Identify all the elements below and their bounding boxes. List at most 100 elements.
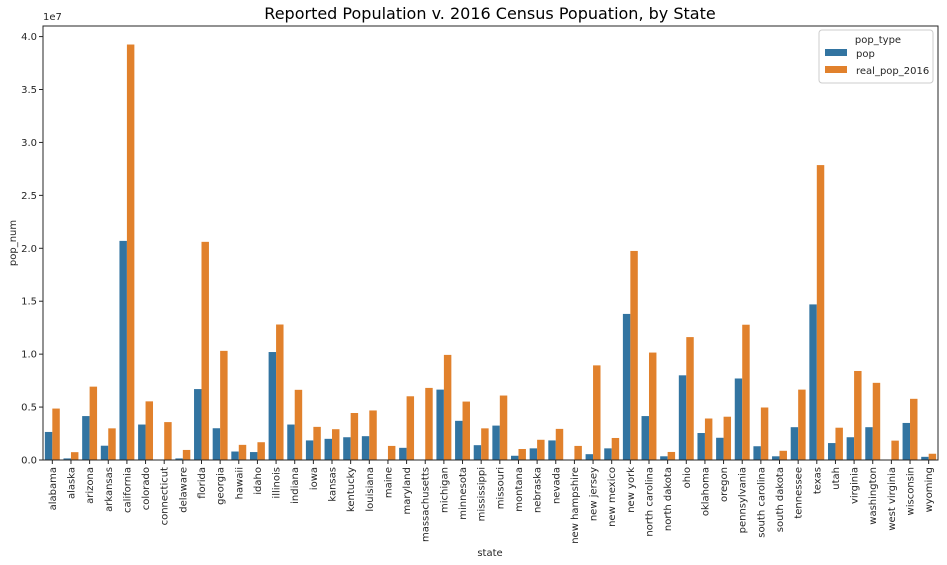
bar-real-pop-2016-new-york (630, 250, 638, 460)
x-tick-label: indiana (290, 467, 301, 504)
x-tick-label: south dakota (775, 467, 786, 532)
y-scale-label: 1e7 (43, 12, 62, 23)
bar-real-pop-2016-indiana (294, 389, 303, 460)
x-axis-label: state (477, 548, 502, 559)
x-tick-label: oklahoma (700, 467, 711, 516)
x-tick-label: georgia (216, 467, 227, 505)
bar-pop-kansas (324, 438, 333, 460)
bar-pop-minnesota (455, 420, 463, 460)
y-tick-label: 0.0 (21, 456, 37, 467)
bar-pop-nebraska (529, 448, 538, 460)
bar-real-pop-2016-georgia (220, 350, 228, 460)
bar-pop-oklahoma (697, 433, 705, 460)
bar-real-pop-2016-connecticut (164, 422, 172, 460)
bar-pop-georgia (212, 428, 221, 460)
bar-pop-south-carolina (753, 446, 761, 460)
bar-real-pop-2016-alabama (52, 408, 60, 460)
bar-pop-oregon (716, 437, 724, 460)
bar-real-pop-2016-new-mexico (611, 437, 620, 460)
x-tick-label: hawaii (234, 467, 245, 499)
bar-pop-south-dakota (772, 456, 780, 460)
x-tick-label: wisconsin (906, 467, 917, 515)
bar-pop-pennsylvania (734, 378, 743, 460)
y-axis-ticks: 0.0 0.5 1.0 1.5 2.0 2.5 3.0 3.5 4.0 (21, 32, 43, 467)
bar-pop-arkansas (100, 445, 109, 460)
bar-real-pop-2016-idaho (257, 442, 265, 460)
bar-pop-alabama (44, 431, 53, 460)
bar-pop-florida (194, 389, 202, 460)
x-tick-label: colorado (141, 467, 152, 510)
bar-real-pop-2016-pennsylvania (742, 324, 750, 460)
x-axis-ticks: alabama alaska arizona arkansas california co… (48, 460, 935, 544)
x-tick-label: delaware (178, 467, 189, 513)
bar-pop-north-dakota (660, 456, 668, 460)
y-tick-label: 3.5 (21, 85, 37, 96)
legend-swatch-real-pop-2016 (825, 66, 847, 73)
y-tick-label: 1.0 (21, 350, 37, 361)
bar-real-pop-2016-south-dakota (779, 450, 787, 460)
bar-real-pop-2016-minnesota (462, 401, 470, 460)
bar-real-pop-2016-california (126, 44, 135, 461)
bar-real-pop-2016-missouri (499, 395, 508, 460)
x-tick-label: west virginia (887, 467, 898, 531)
chart-title: Reported Population v. 2016 Census Popua… (264, 4, 715, 23)
x-tick-label: florida (197, 467, 208, 499)
bar-pop-louisiana (361, 436, 370, 460)
bar-real-pop-2016-oregon (723, 416, 732, 460)
bar-real-pop-2016-washington (872, 382, 881, 460)
x-tick-label: california (122, 467, 133, 513)
x-tick-label: michigan (439, 467, 450, 513)
bar-pop-new-york (622, 313, 631, 460)
bar-pop-colorado (138, 424, 146, 460)
plot-frame (42, 25, 939, 461)
x-tick-label: ohio (682, 467, 693, 488)
legend-label-real-pop-2016: real_pop_2016 (856, 66, 929, 77)
x-tick-label: connecticut (160, 467, 171, 525)
bar-real-pop-2016-north-carolina (648, 352, 657, 460)
x-tick-label: maryland (402, 467, 413, 515)
y-tick-label: 1.5 (21, 297, 37, 308)
bar-pop-washington (865, 427, 873, 460)
bar-real-pop-2016-mississippi (481, 428, 489, 460)
bar-real-pop-2016-wisconsin (910, 398, 918, 460)
bar-real-pop-2016-iowa (313, 426, 321, 460)
bar-real-pop-2016-hawaii (238, 444, 247, 460)
x-tick-label: illinois (272, 467, 283, 499)
x-tick-label: maine (383, 467, 394, 498)
x-tick-label: tennessee (794, 467, 805, 519)
bar-pop-utah (827, 443, 836, 460)
y-tick-label: 2.5 (21, 191, 37, 202)
x-tick-label: mississippi (477, 467, 488, 521)
x-tick-label: alaska (66, 467, 77, 499)
bar-real-pop-2016-new-hampshire (574, 445, 582, 460)
bar-real-pop-2016-virginia (854, 370, 862, 460)
x-tick-label: arkansas (104, 467, 115, 512)
bar-real-pop-2016-alaska (70, 452, 79, 460)
bar-real-pop-2016-south-carolina (760, 407, 769, 460)
x-tick-label: wyoming (924, 467, 935, 512)
x-tick-label: utah (831, 467, 842, 490)
bar-pop-nevada (548, 440, 556, 460)
bar-real-pop-2016-illinois (276, 324, 284, 460)
x-tick-label: new york (626, 467, 637, 513)
bar-real-pop-2016-kansas (332, 429, 340, 460)
bar-real-pop-2016-arkansas (108, 428, 116, 460)
y-axis-label: pop_num (8, 220, 19, 266)
bar-pop-hawaii (231, 451, 239, 460)
bar-real-pop-2016-tennessee (798, 389, 806, 460)
x-tick-label: new jersey (589, 467, 600, 521)
bar-pop-arizona (82, 416, 90, 460)
bar-pop-california (119, 240, 127, 460)
x-tick-label: massachusetts (421, 467, 432, 542)
x-tick-label: iowa (309, 467, 320, 490)
bar-real-pop-2016-michigan (443, 354, 452, 460)
legend-label-pop: pop (856, 49, 875, 60)
bar-real-pop-2016-ohio (686, 337, 694, 460)
bar-real-pop-2016-louisiana (369, 410, 377, 460)
x-tick-label: pennsylvania (738, 467, 749, 533)
bar-pop-iowa (305, 440, 314, 460)
bar-pop-texas (809, 304, 817, 460)
bar-pop-alaska (63, 458, 71, 460)
bar-pop-kentucky (343, 437, 351, 460)
x-tick-label: kentucky (346, 467, 357, 512)
